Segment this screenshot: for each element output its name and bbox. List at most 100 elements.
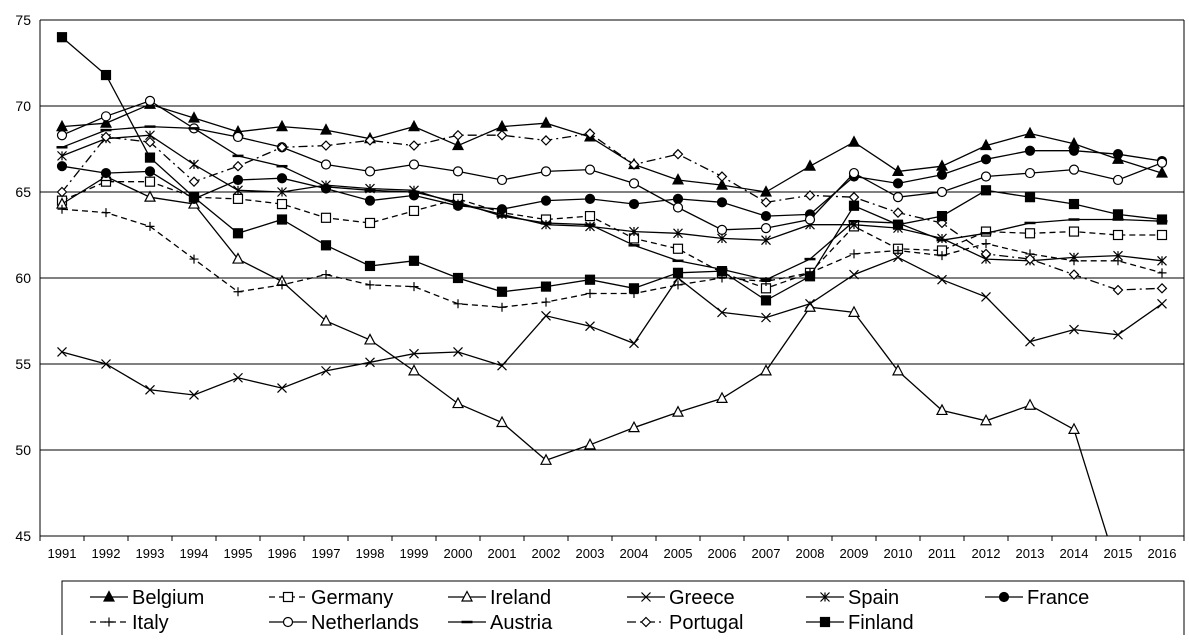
data-point-greece [233, 372, 243, 383]
data-point-belgium [980, 138, 992, 151]
legend-item-belgium: Belgium [90, 587, 204, 609]
data-point-spain [189, 159, 199, 170]
data-point-netherlands [144, 95, 156, 106]
x-tick-label: 1993 [136, 546, 165, 561]
data-point-greece [629, 338, 639, 349]
data-point-france [1112, 149, 1124, 160]
legend-label: Germany [311, 587, 393, 609]
data-point-ireland [936, 403, 948, 416]
data-point-belgium [848, 135, 860, 147]
data-point-germany [1068, 226, 1080, 237]
data-point-ireland [848, 305, 860, 317]
data-point-italy [233, 287, 243, 297]
data-point-italy [1157, 268, 1167, 278]
legend-label: Greece [669, 587, 735, 609]
legend-item-portugal: Portugal [627, 612, 744, 634]
data-point-ireland [320, 314, 332, 326]
data-point-ireland [1024, 398, 1036, 410]
data-point-france [672, 193, 684, 204]
data-point-finland [320, 240, 332, 251]
y-tick-label: 70 [15, 98, 31, 114]
data-point-netherlands [100, 111, 112, 122]
x-tick-label: 1998 [356, 546, 385, 561]
data-point-belgium [1024, 126, 1036, 139]
data-point-france [892, 178, 904, 189]
series-line-france [61, 150, 1163, 217]
data-point-belgium [672, 173, 684, 185]
data-point-france [980, 154, 992, 165]
legend-item-germany: Germany [269, 587, 393, 609]
data-point-spain [717, 233, 727, 244]
data-point-spain [277, 187, 287, 197]
data-point-finland [452, 272, 464, 284]
data-point-germany [232, 193, 244, 204]
data-point-netherlands [364, 166, 376, 177]
data-point-spain [673, 228, 683, 239]
data-point-ireland [980, 413, 992, 426]
data-point-finland [980, 185, 992, 196]
legend-box [61, 580, 1185, 640]
series-france [56, 145, 1168, 222]
data-point-netherlands [452, 166, 464, 177]
series-line-ireland [61, 175, 1108, 536]
x-tick-label: 2014 [1060, 546, 1089, 561]
data-point-italy [893, 245, 903, 255]
data-point-netherlands [1068, 164, 1080, 175]
data-point-germany [144, 176, 156, 187]
data-point-portugal [1024, 253, 1036, 265]
data-point-germany [320, 212, 332, 223]
data-point-belgium [936, 159, 948, 171]
data-point-greece [321, 365, 331, 376]
data-point-italy [1069, 256, 1079, 266]
data-point-portugal [276, 141, 288, 153]
legend: Belgium Germany Ireland Greece Spain France It… [61, 580, 1185, 640]
data-point-france [936, 169, 948, 180]
x-tick-label: 2012 [972, 546, 1001, 561]
data-point-netherlands [1024, 167, 1036, 179]
data-point-ireland [408, 364, 420, 376]
data-point-finland [892, 219, 904, 230]
series-belgium [56, 97, 1168, 197]
data-point-portugal [1112, 284, 1124, 296]
data-point-finland [276, 214, 288, 225]
data-point-france [144, 166, 156, 177]
data-point-greece [849, 269, 859, 280]
data-point-greece [101, 359, 111, 369]
data-point-spain [233, 185, 243, 196]
data-point-finland [540, 281, 552, 292]
x-tick-label: 2016 [1148, 546, 1177, 561]
data-point-spain [937, 233, 947, 244]
x-tick-label: 2007 [752, 546, 781, 561]
data-point-finland [1024, 192, 1036, 203]
data-point-finland [56, 32, 68, 43]
x-tick-label: 2011 [928, 546, 956, 561]
x-tick-label: 1997 [312, 546, 341, 561]
data-point-netherlands [540, 166, 552, 177]
data-point-greece [981, 291, 991, 302]
data-point-belgium [276, 119, 288, 132]
x-tick-label: 2003 [576, 546, 605, 561]
legend-label: Ireland [490, 587, 551, 609]
data-point-finland [188, 192, 200, 203]
data-point-netherlands [980, 171, 992, 182]
data-point-greece [497, 360, 507, 371]
x-tick-label: 2001 [488, 546, 517, 561]
data-point-portugal [100, 131, 112, 143]
series-italy [57, 204, 1167, 312]
data-point-spain [629, 226, 639, 237]
data-point-italy [1113, 256, 1123, 266]
series-line-belgium [61, 103, 1163, 193]
y-tick-label: 55 [15, 356, 31, 372]
data-point-italy [937, 251, 947, 261]
legend-item-finland: Finland [806, 612, 914, 634]
data-point-finland [716, 266, 728, 277]
x-tick-label: 1996 [268, 546, 297, 561]
data-point-france [276, 173, 288, 184]
data-point-greece [761, 312, 771, 323]
data-point-germany [1024, 228, 1036, 239]
data-point-greece [453, 347, 463, 357]
data-point-portugal [584, 128, 596, 139]
data-point-netherlands [320, 159, 332, 170]
data-point-portugal [628, 159, 640, 170]
data-point-france [716, 197, 728, 208]
